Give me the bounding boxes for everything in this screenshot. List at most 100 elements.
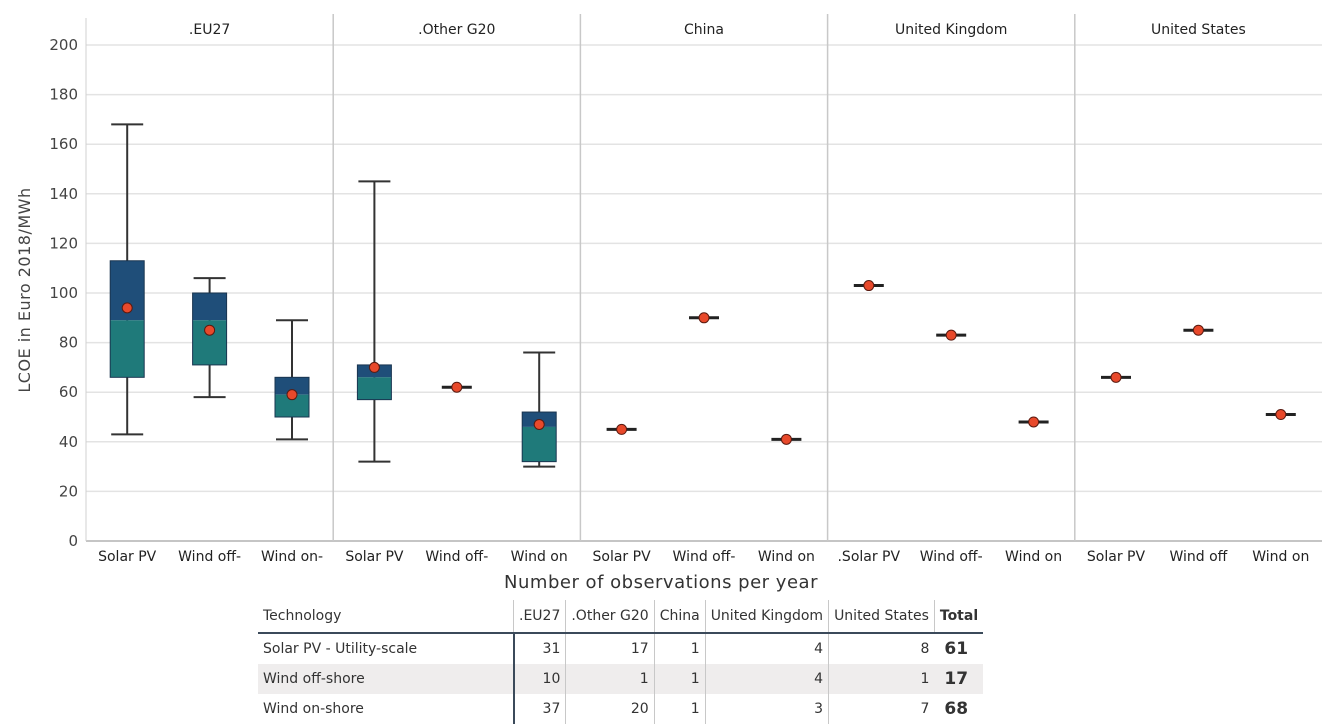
panel-title: United States: [1151, 22, 1246, 38]
col-header-uk: United Kingdom: [705, 600, 828, 633]
x-category-label: Wind off-: [673, 549, 736, 565]
cell-us: 8: [829, 633, 935, 664]
cell-technology: Wind off-shore: [258, 664, 514, 694]
mean-marker: [122, 303, 132, 313]
box-lower: [522, 427, 556, 462]
y-tick-label: 120: [49, 234, 78, 252]
mean-marker: [452, 382, 462, 392]
col-header-eu27: .EU27: [514, 600, 566, 633]
cell-china: 1: [654, 694, 705, 724]
cell-other-g20: 17: [566, 633, 654, 664]
cell-eu27: 10: [514, 664, 566, 694]
box-mark: [1019, 417, 1049, 427]
cell-china: 1: [654, 633, 705, 664]
cell-total: 61: [934, 633, 983, 664]
table-row: Solar PV - Utility-scale 31 17 1 4 8 61: [258, 633, 983, 664]
col-header-china: China: [654, 600, 705, 633]
mean-marker: [369, 362, 379, 372]
cell-uk: 4: [705, 664, 828, 694]
box-mark: [275, 320, 309, 439]
y-tick-label: 180: [49, 86, 78, 104]
col-header-total: Total: [934, 600, 983, 633]
y-tick-label: 200: [49, 36, 78, 54]
cell-uk: 4: [705, 633, 828, 664]
mean-marker: [864, 281, 874, 291]
mean-marker: [205, 325, 215, 335]
box-mark: [442, 382, 472, 392]
x-category-label: Wind off-: [178, 549, 241, 565]
cell-other-g20: 1: [566, 664, 654, 694]
box-mark: [689, 313, 719, 323]
y-tick-label: 0: [68, 532, 78, 550]
cell-us: 7: [829, 694, 935, 724]
panel-separators: .EU27 .Other G20 China United Kingdom United…: [189, 14, 1246, 541]
mean-marker: [287, 390, 297, 400]
x-category-label: Wind off-: [425, 549, 488, 565]
cell-other-g20: 20: [566, 694, 654, 724]
mean-marker: [1276, 410, 1286, 420]
table-title: Number of observations per year: [0, 572, 1322, 593]
x-category-label: Wind on: [1005, 549, 1062, 565]
x-category-label: Solar PV: [345, 549, 404, 565]
mean-marker: [534, 419, 544, 429]
table-header-row: Technology .EU27 .Other G20 China United…: [258, 600, 983, 633]
x-category-label: Solar PV: [98, 549, 157, 565]
panel-title: .Other G20: [418, 22, 495, 38]
x-category-label: Solar PV: [1087, 549, 1146, 565]
box-mark: [607, 424, 637, 434]
cell-eu27: 37: [514, 694, 566, 724]
x-category-label: .Solar PV: [837, 549, 900, 565]
x-category-label: Wind on: [511, 549, 568, 565]
box-upper: [193, 293, 227, 320]
cell-uk: 3: [705, 694, 828, 724]
col-header-us: United States: [829, 600, 935, 633]
box-mark: [771, 434, 801, 444]
mean-marker: [1029, 417, 1039, 427]
mean-marker: [781, 434, 791, 444]
box-mark: [1183, 325, 1213, 335]
panel-title: .EU27: [189, 22, 230, 38]
y-tick-label: 160: [49, 135, 78, 153]
mean-marker: [946, 330, 956, 340]
x-category-label: Solar PV: [593, 549, 652, 565]
y-tick-label: 100: [49, 284, 78, 302]
cell-eu27: 31: [514, 633, 566, 664]
mean-marker: [1111, 372, 1121, 382]
x-category-label: Wind on: [758, 549, 815, 565]
mean-marker: [699, 313, 709, 323]
y-tick-label: 40: [59, 433, 78, 451]
table-row: Wind off-shore 10 1 1 4 1 17: [258, 664, 983, 694]
cell-total: 68: [934, 694, 983, 724]
chart-marks: Solar PV Wind off- Wind on- Solar PV Wind of…: [98, 124, 1309, 565]
col-header-other-g20: .Other G20: [566, 600, 654, 633]
mean-marker: [1193, 325, 1203, 335]
y-tick-label: 60: [59, 383, 78, 401]
box-plot-chart: .EU27 .Other G20 China United Kingdom United…: [0, 0, 1322, 575]
table-row: Wind on-shore 37 20 1 3 7 68: [258, 694, 983, 724]
box-lower: [110, 320, 144, 377]
box-mark: [936, 330, 966, 340]
panel-title: United Kingdom: [895, 22, 1007, 38]
col-header-technology: Technology: [258, 600, 514, 633]
box-mark: [1101, 372, 1131, 382]
mean-marker: [617, 424, 627, 434]
cell-total: 17: [934, 664, 983, 694]
x-category-label: Wind off-: [920, 549, 983, 565]
y-axis-title: LCOE in Euro 2018/MWh: [15, 187, 34, 392]
box-mark: [193, 278, 227, 397]
panel-title: China: [684, 22, 724, 38]
y-axis: 0 20 40 60 80 100 120 140 160 180 200: [49, 36, 78, 550]
y-tick-label: 20: [59, 482, 78, 500]
gridlines: [86, 18, 1322, 541]
box-mark: [357, 181, 391, 461]
box-lower: [357, 377, 391, 399]
x-category-label: Wind on: [1252, 549, 1309, 565]
box-mark: [110, 124, 144, 434]
box-mark: [1266, 410, 1296, 420]
x-category-label: Wind on-: [261, 549, 323, 565]
y-tick-label: 140: [49, 185, 78, 203]
cell-us: 1: [829, 664, 935, 694]
y-tick-label: 80: [59, 334, 78, 352]
cell-china: 1: [654, 664, 705, 694]
cell-technology: Wind on-shore: [258, 694, 514, 724]
